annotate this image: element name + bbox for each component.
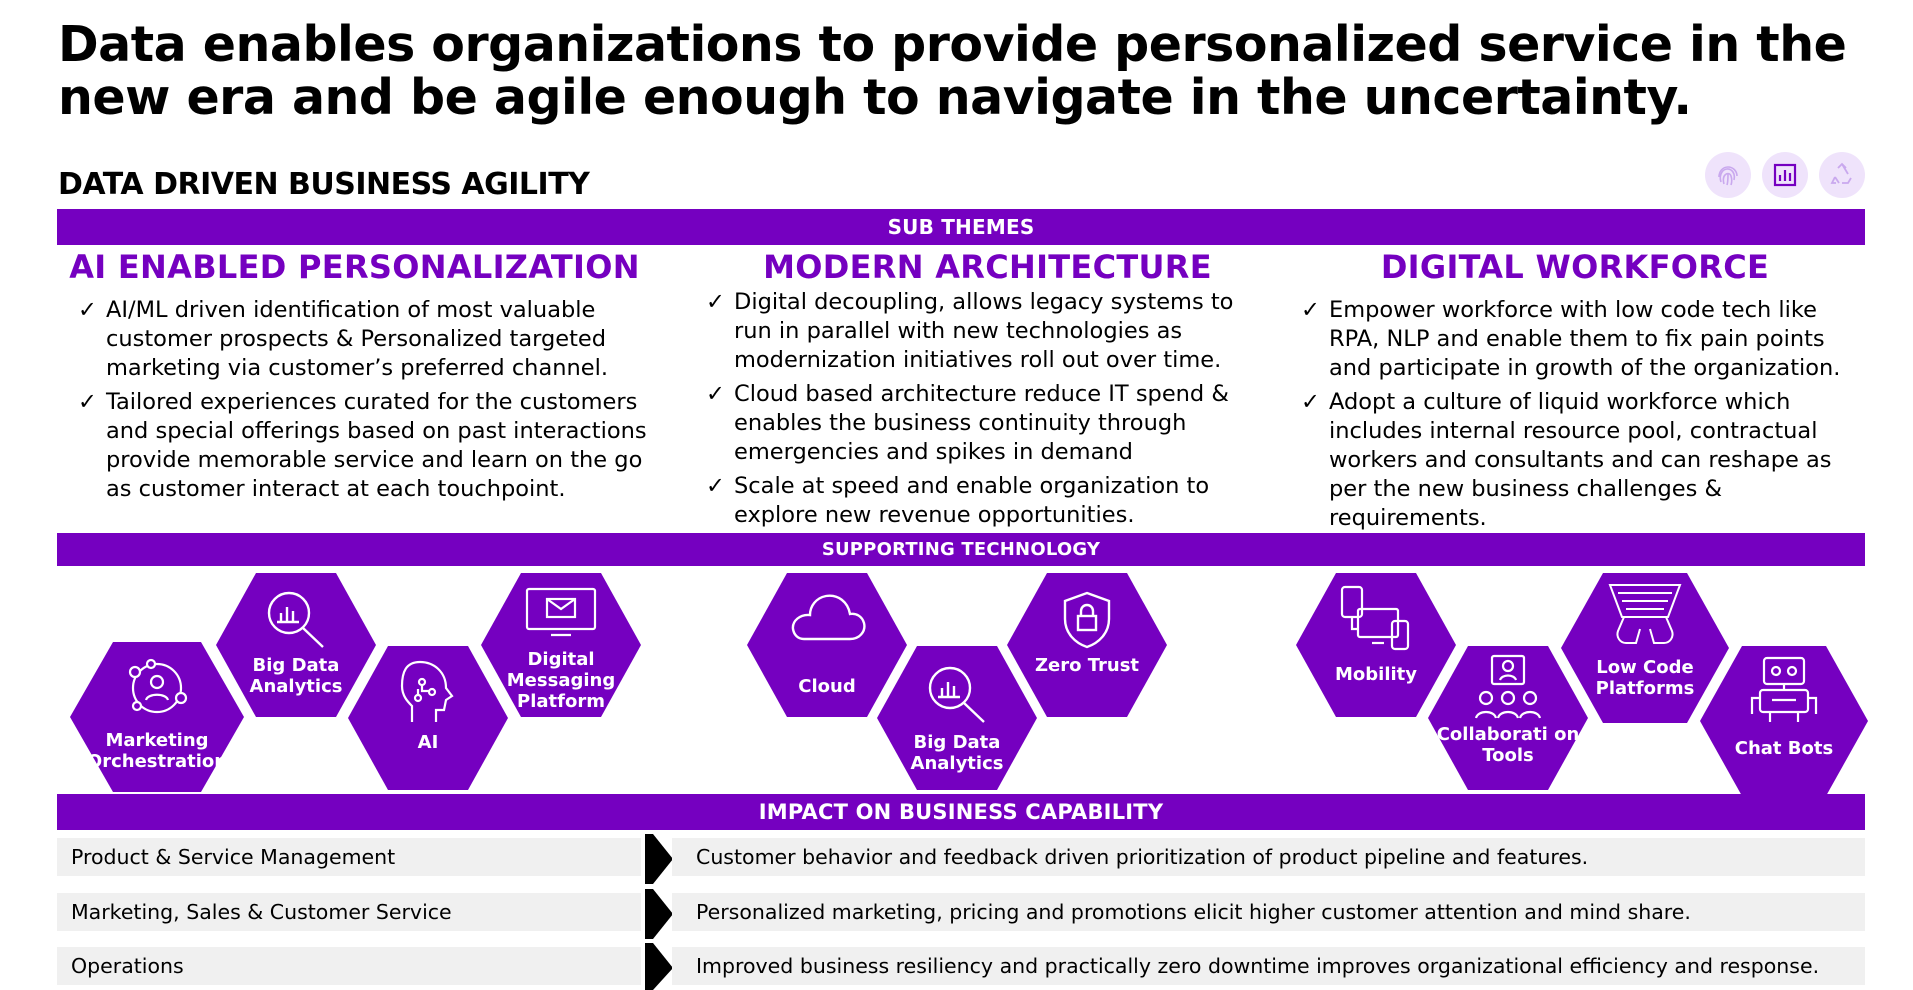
- bullet-item: ✓ Empower workforce with low code tech li…: [1301, 297, 1841, 381]
- theme-bullets-digital-workforce: ✓ Empower workforce with low code tech li…: [1301, 296, 1861, 538]
- theme-title-modern-architecture: MODERN ARCHITECTURE: [763, 248, 1212, 286]
- ai-head-icon: [400, 660, 454, 722]
- hex-big-data-analytics-1: Big Data Analytics: [216, 573, 376, 717]
- impact-operations: Improved business resiliency and practic…: [672, 947, 1865, 985]
- capability-operations: Operations: [57, 947, 641, 985]
- check-icon: ✓: [78, 297, 97, 323]
- hex-low-code-platforms: Low Code Platforms: [1561, 573, 1729, 723]
- fingerprint-icon: [1705, 152, 1751, 198]
- capability-marketing-sales: Marketing, Sales & Customer Service: [57, 893, 641, 931]
- hex-chat-bots: Chat Bots: [1700, 646, 1868, 796]
- monitor-mail-icon: [525, 587, 597, 637]
- bullet-item: ✓ Cloud based architecture reduce IT spen…: [706, 381, 1229, 465]
- keyboard-hands-icon: [1608, 584, 1682, 644]
- chevron-right-icon: [645, 943, 673, 990]
- hex-ai: AI: [348, 646, 508, 790]
- check-icon: ✓: [706, 289, 725, 315]
- bullet-item: ✓ Scale at speed and enable organization …: [706, 473, 1210, 528]
- bar-chart-icon: [1762, 152, 1808, 198]
- orchestration-icon: [128, 658, 188, 714]
- bullet-item: ✓ Tailored experiences curated for the cu…: [78, 389, 647, 502]
- bullet-item: ✓ Digital decoupling, allows legacy syste…: [706, 289, 1234, 373]
- robot-icon: [1750, 656, 1818, 722]
- hex-big-data-analytics-2: Big Data Analytics: [877, 646, 1037, 790]
- capability-product-service: Product & Service Management: [57, 838, 641, 876]
- check-icon: ✓: [706, 473, 725, 499]
- magnifier-chart-icon: [267, 591, 324, 648]
- hex-mobility: Mobility: [1296, 573, 1456, 717]
- impact-product-service: Customer behavior and feedback driven pr…: [672, 838, 1865, 876]
- theme-bullets-modern-architecture: ✓ Digital decoupling, allows legacy syste…: [706, 288, 1266, 535]
- hex-zero-trust: Zero Trust: [1007, 573, 1167, 717]
- hex-marketing-orchestration: Marketing Orchestration: [70, 642, 244, 792]
- sub-themes-band: SUB THEMES: [57, 209, 1865, 245]
- devices-icon: [1340, 585, 1410, 651]
- check-icon: ✓: [78, 389, 97, 415]
- check-icon: ✓: [706, 381, 725, 407]
- bullet-item: ✓ AI/ML driven identification of most val…: [78, 297, 608, 381]
- hex-cloud: Cloud: [747, 573, 907, 717]
- hex-digital-messaging-platform: Digital Messaging Platform: [481, 573, 641, 717]
- page-headline: Data enables organizations to provide pe…: [58, 16, 1847, 126]
- impact-band: IMPACT ON BUSINESS CAPABILITY: [57, 794, 1865, 830]
- section-title: DATA DRIVEN BUSINESS AGILITY: [58, 167, 590, 202]
- theme-title-digital-workforce: DIGITAL WORKFORCE: [1380, 248, 1770, 286]
- recycle-icon: [1819, 152, 1865, 198]
- video-meeting-icon: [1474, 654, 1542, 719]
- check-icon: ✓: [1301, 297, 1320, 323]
- supporting-technology-band: SUPPORTING TECHNOLOGY: [57, 533, 1865, 566]
- cloud-icon: [791, 594, 866, 641]
- impact-marketing-sales: Personalized marketing, pricing and prom…: [672, 893, 1865, 931]
- theme-title-ai-personalization: AI ENABLED PERSONALIZATION: [69, 248, 640, 286]
- chevron-right-icon: [645, 889, 673, 939]
- shield-lock-icon: [1063, 591, 1111, 649]
- theme-bullets-ai-personalization: ✓ AI/ML driven identification of most val…: [78, 296, 668, 509]
- chevron-right-icon: [645, 834, 673, 884]
- bullet-item: ✓ Adopt a culture of liquid workforce whi…: [1301, 389, 1832, 531]
- hex-collaboration-tools: Collaborati on Tools: [1428, 646, 1588, 790]
- magnifier-chart-icon: [928, 666, 985, 723]
- check-icon: ✓: [1301, 389, 1320, 415]
